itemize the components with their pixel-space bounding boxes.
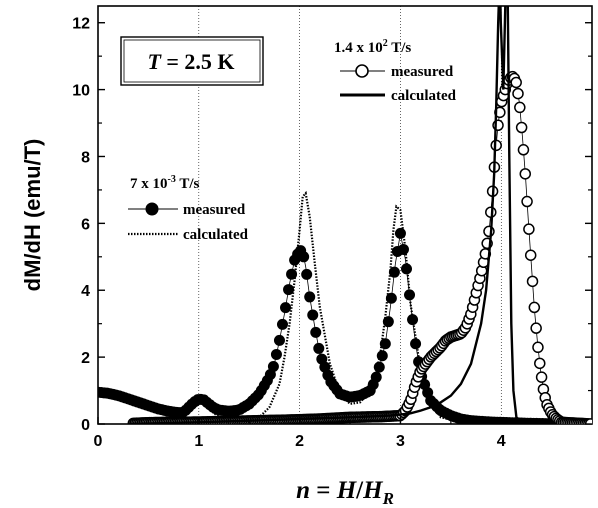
data-point [514, 101, 526, 114]
legend-fast: 1.4 x 102 T/s measured calculated [334, 38, 457, 104]
data-point [530, 322, 542, 334]
legend-slow-measured-label: measured [183, 202, 246, 218]
data-point [517, 144, 530, 156]
y-tick-label: 12 [72, 16, 90, 33]
y-tick-label: 8 [81, 149, 90, 166]
data-point [524, 249, 537, 261]
data-point [519, 168, 532, 180]
data-point [276, 318, 288, 330]
data-point [273, 334, 285, 346]
x-axis-label: n = H/HR [296, 477, 394, 508]
series-line [128, 190, 552, 424]
y-tick-label: 10 [72, 83, 90, 100]
series-0 [98, 227, 558, 424]
data-point [521, 195, 533, 208]
series-3 [128, 6, 552, 424]
data-point [267, 360, 279, 372]
legend-slow: 7 x 10-3 T/s measured calculated [128, 174, 249, 243]
data-point [512, 87, 524, 100]
legend-fast-title-exp: 2 [383, 38, 388, 49]
x-tick-label: 4 [497, 433, 506, 450]
x-tick-label: 2 [295, 433, 304, 450]
y-tick-label: 0 [81, 417, 90, 434]
x-tick-label: 3 [396, 433, 405, 450]
data-point [313, 342, 325, 354]
temperature-value: = 2.5 K [161, 49, 235, 74]
x-label-H: H [336, 477, 358, 504]
temperature-symbol: T [147, 49, 162, 74]
x-label-eq: = [310, 477, 337, 504]
legend-slow-title-base: 7 x 10 [130, 176, 168, 192]
legend-slow-calculated-label: calculated [183, 227, 249, 243]
data-point [301, 268, 313, 280]
x-label-R: R [382, 489, 394, 508]
data-point [280, 302, 292, 314]
data-point [526, 275, 539, 288]
x-tick-label: 1 [194, 433, 203, 450]
x-label-HR: H [362, 477, 384, 504]
data-point [535, 371, 548, 383]
temperature-annotation: T = 2.5 K [147, 49, 234, 74]
y-axis-label: dM/dH (emu/T) [20, 139, 45, 292]
plot-frame [97, 5, 593, 425]
data-point [286, 268, 298, 280]
data-point [283, 284, 295, 296]
series-layer [98, 6, 592, 424]
data-point [528, 301, 541, 314]
y-tick-label: 4 [81, 283, 90, 300]
data-point [388, 266, 400, 278]
y-tick-label: 6 [81, 216, 90, 233]
series-line [128, 6, 552, 424]
data-point [400, 263, 412, 275]
legend-fast-title-base: 1.4 x 10 [334, 40, 383, 56]
data-point [532, 341, 544, 354]
x-label-slash: / [355, 477, 364, 504]
x-tick-label: 0 [94, 433, 103, 450]
temperature-box-inner [123, 39, 261, 83]
data-point [397, 243, 409, 255]
series-1 [128, 190, 552, 424]
legend-fast-measured-label: measured [391, 64, 454, 80]
legend-slow-title-unit: T/s [176, 176, 200, 192]
data-point [310, 326, 322, 338]
data-point [515, 121, 528, 134]
data-point [523, 223, 535, 235]
data-point [404, 289, 416, 301]
legend-slow-title-exp: -3 [168, 174, 176, 185]
data-point [298, 251, 310, 263]
data-point [510, 76, 522, 89]
legend-slow-measured-marker [145, 202, 159, 216]
data-point [534, 357, 546, 370]
data-point [270, 348, 282, 360]
temperature-box [120, 36, 264, 86]
legend-fast-calculated-label: calculated [391, 88, 457, 104]
legend-fast-title-unit: T/s [388, 40, 412, 56]
legend-fast-title: 1.4 x 102 T/s [334, 38, 411, 56]
legend-slow-title: 7 x 10-3 T/s [130, 174, 199, 192]
legend-fast-measured-marker [355, 64, 369, 78]
data-point [304, 291, 316, 303]
y-tick-label: 2 [81, 350, 90, 367]
data-point [382, 316, 394, 328]
data-point [385, 292, 397, 304]
x-label-n: n [296, 477, 310, 504]
data-point [373, 361, 385, 373]
data-point [307, 309, 319, 321]
series-2 [127, 70, 592, 424]
